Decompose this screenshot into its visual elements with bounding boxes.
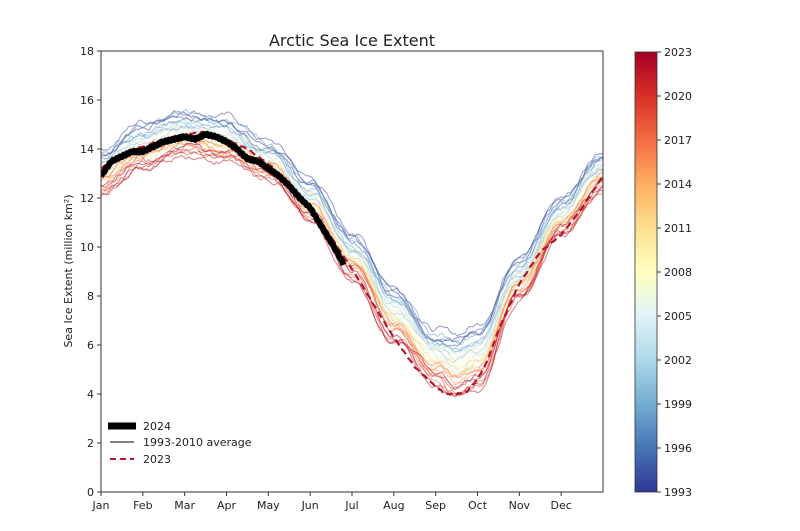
plot-area: 0 2 4 6 8 10 12 14 16 18 Jan Feb Mar Apr May Jun Jul Aug… bbox=[62, 45, 604, 512]
y-axis: 0 2 4 6 8 10 12 14 16 18 bbox=[80, 45, 101, 499]
colorbar-ticks: 1993 1996 1999 2002 2005 2008 2011 2014 2017 2020… bbox=[657, 46, 692, 499]
x-tick-label: Jun bbox=[301, 499, 319, 512]
y-axis-label: Sea Ice Extent (million km²) bbox=[62, 194, 75, 347]
colorbar-tick-label: 2014 bbox=[664, 178, 692, 191]
year-line-1996 bbox=[101, 116, 603, 344]
legend: 2024 1993-2010 average 2023 bbox=[108, 420, 252, 466]
legend-label-2024: 2024 bbox=[143, 420, 171, 433]
year-line-2020 bbox=[101, 143, 603, 390]
x-tick-label: Feb bbox=[133, 499, 152, 512]
y-tick-label: 4 bbox=[87, 388, 94, 401]
year-line-2022 bbox=[101, 154, 603, 396]
y-tick-label: 14 bbox=[80, 143, 94, 156]
year-line-2013 bbox=[101, 137, 603, 379]
year-line-2001 bbox=[101, 119, 603, 355]
colorbar-tick-label: 2020 bbox=[664, 90, 692, 103]
colorbar-tick-label: 2011 bbox=[664, 222, 692, 235]
colorbar-tick-label: 1993 bbox=[664, 486, 692, 499]
colorbar-tick-label: 2023 bbox=[664, 46, 692, 59]
x-tick-label: Sep bbox=[425, 499, 446, 512]
y-tick-label: 6 bbox=[87, 339, 94, 352]
x-tick-label: Dec bbox=[551, 499, 572, 512]
colorbar-tick-label: 2002 bbox=[664, 354, 692, 367]
colorbar-tick-label: 2017 bbox=[664, 134, 692, 147]
chart-title: Arctic Sea Ice Extent bbox=[269, 31, 435, 50]
colorbar-tick-label: 1999 bbox=[664, 398, 692, 411]
colorbar-tick-label: 2008 bbox=[664, 266, 692, 279]
y-tick-label: 2 bbox=[87, 437, 94, 450]
y-tick-label: 12 bbox=[80, 192, 94, 205]
x-axis: Jan Feb Mar Apr May Jun Jul Aug Sep Oct Nov Dec bbox=[92, 492, 572, 512]
series-2024-line bbox=[101, 131, 347, 267]
x-tick-label: Apr bbox=[217, 499, 237, 512]
y-tick-label: 10 bbox=[80, 241, 94, 254]
series-2023-line bbox=[101, 130, 603, 396]
year-line-2019 bbox=[101, 146, 603, 396]
colorbar-tick-label: 1996 bbox=[664, 442, 692, 455]
x-tick-label: Nov bbox=[509, 499, 531, 512]
year-line-2023 bbox=[101, 143, 603, 391]
colorbar-tick-label: 2005 bbox=[664, 310, 692, 323]
year-line-2005 bbox=[101, 122, 603, 357]
year-line-2010 bbox=[101, 126, 603, 361]
x-tick-label: Mar bbox=[174, 499, 195, 512]
year-line-2021 bbox=[101, 149, 603, 397]
x-tick-label: Aug bbox=[383, 499, 404, 512]
year-line-1998 bbox=[101, 108, 603, 346]
x-tick-label: May bbox=[257, 499, 280, 512]
y-tick-label: 8 bbox=[87, 290, 94, 303]
y-tick-label: 18 bbox=[80, 45, 94, 58]
x-tick-label: Jan bbox=[92, 499, 110, 512]
year-line-2003 bbox=[101, 130, 603, 369]
x-tick-label: Jul bbox=[344, 499, 358, 512]
year-line-1994 bbox=[101, 110, 603, 337]
colorbar: 1993 1996 1999 2002 2005 2008 2011 2014 2017 2020… bbox=[634, 46, 692, 499]
x-tick-label: Oct bbox=[468, 499, 488, 512]
colorbar-gradient bbox=[634, 51, 658, 493]
y-tick-label: 0 bbox=[87, 486, 94, 499]
highlight-lines bbox=[101, 130, 603, 396]
y-tick-label: 16 bbox=[80, 94, 94, 107]
legend-label-average: 1993-2010 average bbox=[143, 436, 252, 449]
legend-label-2023: 2023 bbox=[143, 453, 171, 466]
